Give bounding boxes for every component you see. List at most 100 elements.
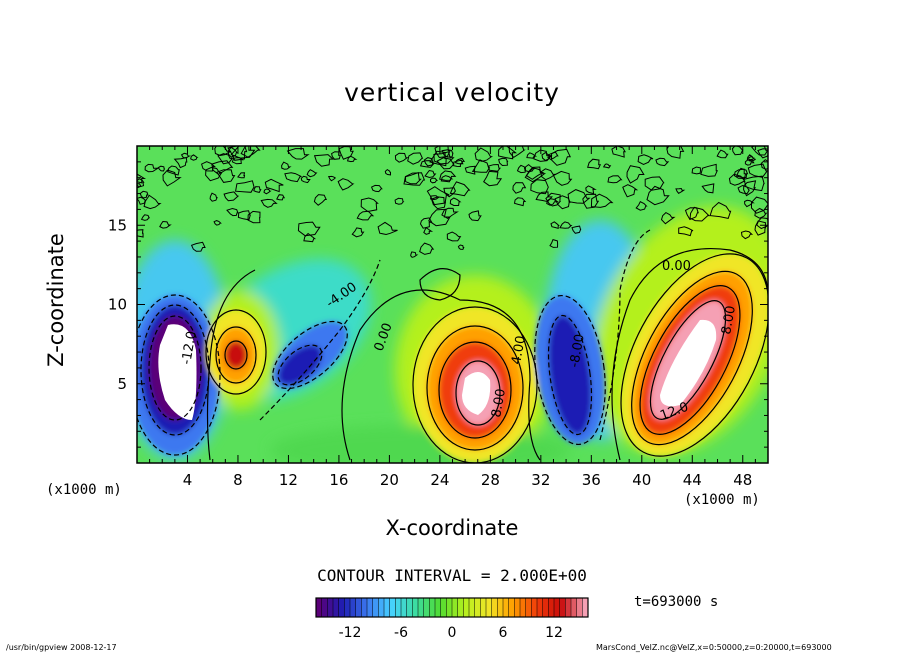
colorbar-cell — [333, 598, 340, 617]
colorbar-cell — [559, 598, 566, 617]
colorbar-cell — [486, 598, 493, 617]
colorbar-cell — [321, 598, 328, 617]
colorbar-cell — [463, 598, 470, 617]
colorbar-cell — [537, 598, 544, 617]
noise-contour — [264, 178, 284, 193]
y-axis-label: Z-coordinate — [44, 233, 68, 367]
colorbar-cell — [406, 598, 413, 617]
noise-contour — [237, 172, 246, 179]
noise-contour — [731, 146, 744, 156]
noise-contour — [441, 207, 459, 219]
colorbar-cell — [576, 598, 583, 617]
noise-contour — [552, 170, 573, 186]
noise-contour — [530, 179, 549, 195]
colorbar-cell — [418, 598, 425, 617]
noise-contour — [346, 155, 358, 163]
chart-title: vertical velocity — [344, 78, 560, 107]
noise-contour — [635, 201, 648, 211]
colorbar-cell — [429, 598, 436, 617]
colorbar-tick-label: -6 — [394, 625, 408, 641]
noise-contour — [525, 166, 545, 180]
core-positive-center — [462, 371, 491, 415]
noise-contour — [540, 168, 557, 181]
x-axis: 4 8 12 16 20 24 28 32 36 40 44 48 — [149, 146, 756, 489]
contour-label-neg8: -8.00 — [567, 333, 588, 369]
noise-contour — [464, 165, 476, 175]
noise-contour — [313, 154, 335, 167]
noise-contour — [230, 146, 256, 159]
x-tick-label: 8 — [233, 471, 243, 489]
footer-left: /usr/bin/gpview 2008-12-17 — [6, 643, 117, 652]
colorbar-tick-label: 0 — [448, 625, 457, 641]
colorbar-cell — [503, 598, 510, 617]
noise-contour — [622, 184, 639, 198]
contour-label-4: 4.00 — [509, 335, 529, 366]
x-tick-label: 28 — [481, 471, 500, 489]
noise-contour — [744, 158, 755, 166]
noise-contour — [419, 242, 435, 255]
noise-contour — [436, 157, 455, 170]
x-tick-label: 36 — [582, 471, 601, 489]
noise-contour — [394, 197, 405, 205]
colorbar-cell — [582, 598, 589, 617]
x-tick-label: 32 — [531, 471, 550, 489]
noise-contour — [441, 149, 454, 158]
x-unit-label-left: (x1000 m) — [46, 482, 122, 498]
colorbar-cell — [480, 598, 487, 617]
colorbar-cell — [338, 598, 345, 617]
noise-contour — [760, 159, 768, 170]
noise-contour — [740, 230, 754, 240]
footer-right: MarsCond_VelZ.nc@VelZ,x=0:50000,z=0:2000… — [596, 643, 832, 652]
noise-contour — [457, 244, 465, 250]
y-axis: 5 10 15 — [108, 161, 768, 448]
y-tick-label: 5 — [117, 375, 127, 393]
noise-contour — [736, 167, 749, 179]
noise-contour — [498, 157, 509, 167]
noise-contour — [394, 152, 409, 163]
noise-contour — [637, 154, 654, 165]
noise-contour — [306, 169, 318, 178]
noise-contour — [137, 229, 144, 238]
x-axis-label: X-coordinate — [385, 516, 519, 540]
noise-contour — [404, 172, 422, 185]
x-tick-label: 44 — [683, 471, 702, 489]
colorbar-cell — [435, 598, 442, 617]
noise-contour — [430, 177, 439, 184]
noise-contour — [331, 151, 341, 160]
noise-contour — [247, 210, 261, 224]
noise-contour — [370, 184, 383, 193]
x-tick-label: 20 — [380, 471, 399, 489]
noise-contour — [137, 178, 145, 188]
noise-contour — [223, 191, 240, 202]
noise-contour — [468, 210, 482, 222]
contour-label-0b: 0.00 — [662, 259, 691, 274]
colorbar-cell — [446, 598, 453, 617]
colorbar-cell — [520, 598, 527, 617]
noise-contour — [524, 163, 535, 173]
colorbar-cell — [316, 598, 323, 617]
noise-contour — [754, 207, 768, 219]
noise-contour — [216, 169, 236, 183]
noise-contour — [743, 180, 757, 197]
time-label: t=693000 s — [634, 594, 719, 610]
colorbar-cell — [378, 598, 385, 617]
noise-contour — [140, 214, 151, 221]
noise-contour — [429, 150, 447, 167]
noise-contour — [689, 206, 711, 222]
colorbar-cell — [554, 598, 561, 617]
noise-contour — [260, 198, 278, 208]
x-tick-label: 16 — [329, 471, 348, 489]
noise-contour — [449, 197, 462, 206]
colorbar-cell — [401, 598, 408, 617]
noise-contour — [541, 151, 552, 162]
colorbar-cell — [350, 598, 357, 617]
y-tick-label: 15 — [108, 216, 127, 234]
noise-contour — [602, 163, 612, 169]
noise-contour — [582, 193, 600, 209]
contour-label-8b: 8.00 — [719, 305, 739, 336]
noise-contour — [684, 207, 699, 221]
noise-contour — [549, 238, 559, 248]
colorbar-cell — [344, 598, 351, 617]
colorbar-cell — [508, 598, 515, 617]
